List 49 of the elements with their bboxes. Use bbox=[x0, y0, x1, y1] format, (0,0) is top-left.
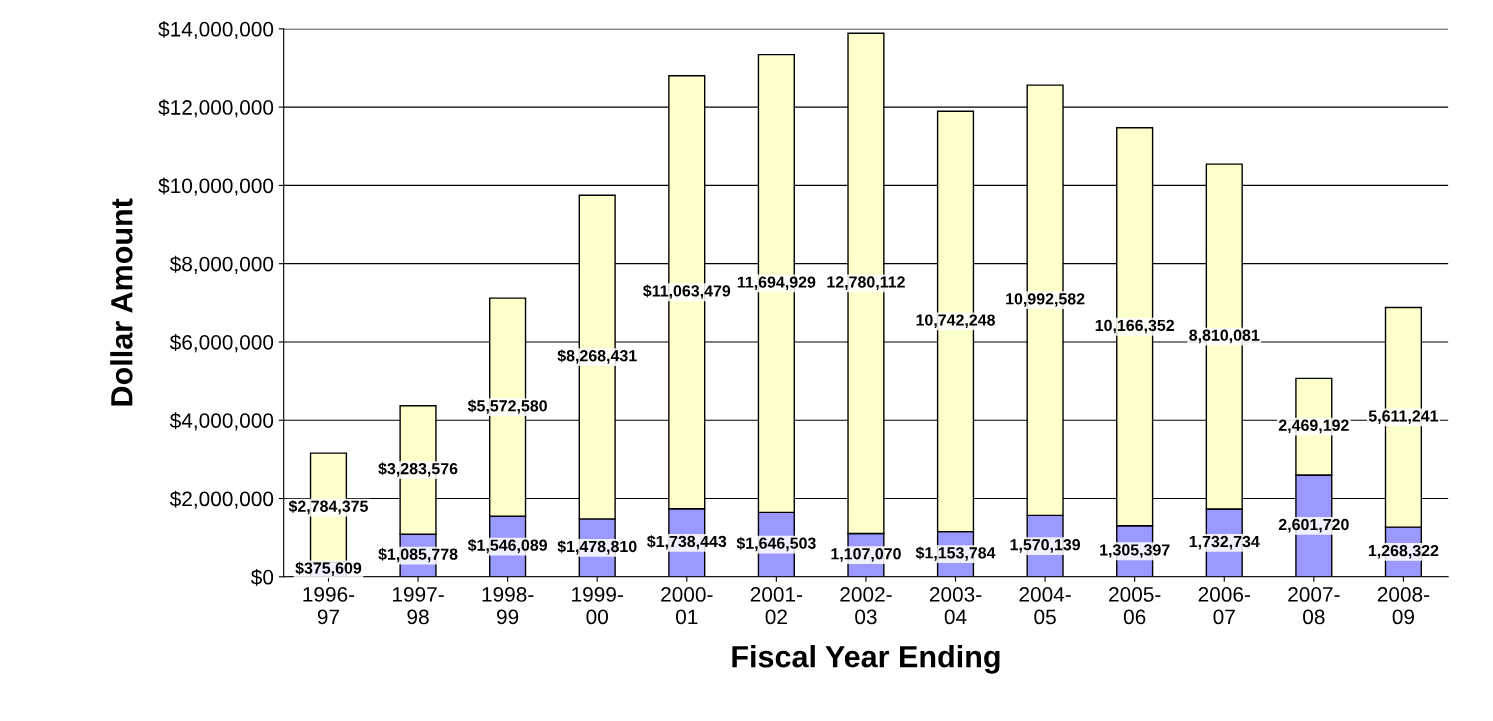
data-label: $11,063,479 bbox=[643, 284, 731, 299]
data-label: $2,784,375 bbox=[288, 499, 368, 515]
data-label: 12,780,112 bbox=[827, 276, 905, 290]
data-label: $1,546,089 bbox=[467, 538, 547, 554]
x-tick-label: 2004-05 bbox=[1019, 587, 1071, 625]
x-tick-label: 2002-03 bbox=[840, 587, 892, 625]
x-tick-label: 2006-07 bbox=[1198, 587, 1250, 625]
x-tick-label: 2001-02 bbox=[750, 587, 803, 625]
data-label: $1,153,784 bbox=[915, 546, 996, 561]
x-tick-label: 1996-97 bbox=[303, 587, 355, 625]
data-label: $1,085,778 bbox=[378, 547, 458, 563]
data-label: 1,570,139 bbox=[1010, 539, 1081, 553]
x-tick-label: 2000-01 bbox=[661, 587, 713, 625]
data-label: 11,694,929 bbox=[737, 276, 816, 291]
x-tick-label: 1999-00 bbox=[572, 587, 623, 625]
data-label: $3,283,576 bbox=[378, 462, 458, 477]
y-axis-title: Dollar Amount bbox=[110, 198, 133, 406]
data-label: 2,601,720 bbox=[1278, 518, 1349, 533]
y-tick-label: $6,000,000 bbox=[169, 334, 274, 353]
data-label: 1,107,070 bbox=[831, 548, 901, 562]
y-tick-label: $2,000,000 bbox=[169, 490, 274, 509]
x-tick-label: 2005-06 bbox=[1109, 587, 1161, 625]
data-label: $375,609 bbox=[295, 561, 362, 577]
data-label: $1,478,810 bbox=[557, 540, 637, 555]
data-label: 1,268,322 bbox=[1368, 544, 1439, 559]
y-tick-label: $4,000,000 bbox=[169, 412, 274, 431]
x-tick-label: 1997-98 bbox=[392, 587, 444, 625]
data-label: $1,646,503 bbox=[736, 536, 816, 552]
data-label: 5,611,241 bbox=[1368, 410, 1439, 424]
data-label: 10,166,352 bbox=[1095, 319, 1175, 334]
data-label: 8,810,081 bbox=[1189, 329, 1260, 344]
y-tick-label: $8,000,000 bbox=[169, 255, 274, 274]
y-tick-label: $0 bbox=[251, 568, 274, 586]
x-tick-label: 2007-08 bbox=[1288, 587, 1340, 625]
data-label: $8,268,431 bbox=[557, 349, 637, 364]
data-label: 2,469,192 bbox=[1278, 419, 1349, 434]
x-axis-title: Fiscal Year Ending bbox=[732, 645, 1000, 674]
y-tick-label: $10,000,000 bbox=[158, 177, 274, 196]
data-label: 1,305,397 bbox=[1100, 544, 1170, 558]
data-label: 10,992,582 bbox=[1006, 293, 1085, 307]
y-tick-label: $12,000,000 bbox=[158, 99, 274, 118]
data-label: $5,572,580 bbox=[467, 399, 547, 414]
data-label: $1,738,443 bbox=[647, 535, 727, 550]
x-tick-label: 2008-09 bbox=[1377, 587, 1430, 625]
data-label: 10,742,248 bbox=[916, 314, 995, 329]
y-tick-label: $14,000,000 bbox=[158, 20, 274, 40]
data-label: 1,732,734 bbox=[1189, 535, 1260, 550]
x-tick-label: 2003-04 bbox=[929, 587, 982, 625]
x-tick-label: 1998-99 bbox=[482, 587, 534, 625]
